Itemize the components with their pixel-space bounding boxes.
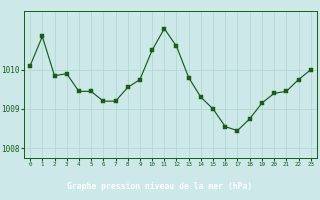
Text: Graphe pression niveau de la mer (hPa): Graphe pression niveau de la mer (hPa) xyxy=(68,182,252,191)
